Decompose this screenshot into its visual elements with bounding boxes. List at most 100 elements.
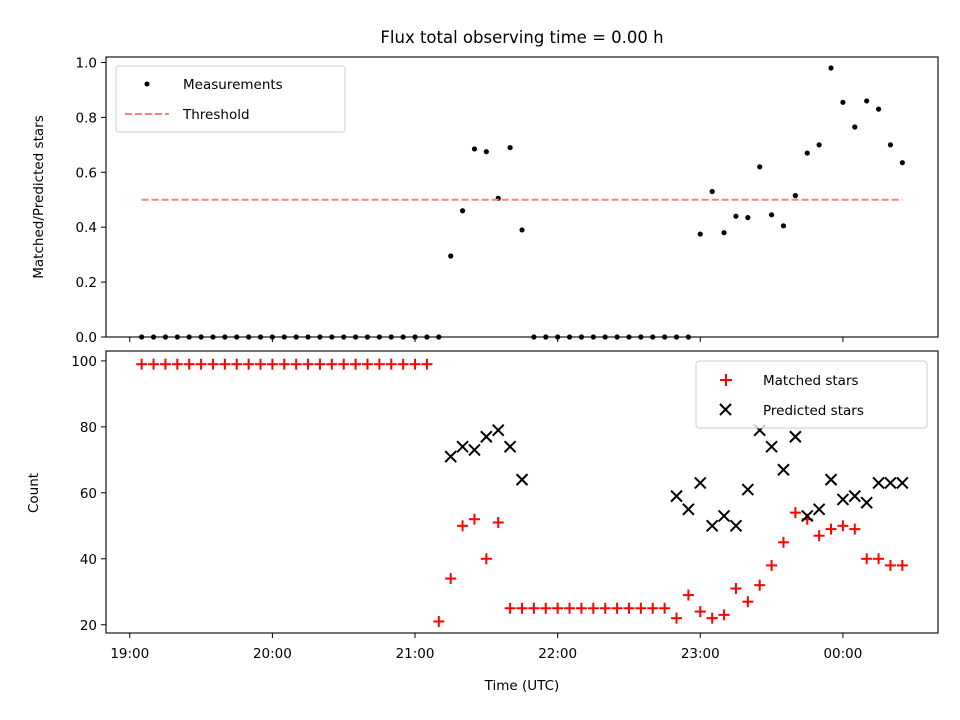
measurement-point (459, 208, 466, 214)
y-tick-label: 40 (80, 552, 97, 568)
predicted-star-point (682, 503, 695, 516)
matched-star-point (861, 553, 873, 565)
predicted-star-point (729, 519, 743, 533)
measurement-point (733, 213, 739, 219)
predicted-star-point (789, 430, 802, 443)
matched-star-point (718, 609, 730, 621)
measurement-point (483, 149, 489, 155)
matched-star-point (564, 602, 576, 614)
measurement-point (816, 142, 822, 148)
predicted-star-point (896, 476, 909, 490)
matched-star-point (694, 606, 706, 618)
predicted-star-point (705, 519, 719, 533)
predicted-star-point (860, 496, 873, 509)
matched-star-point (480, 553, 492, 565)
matched-star-point (207, 358, 219, 370)
matched-star-point (599, 602, 611, 614)
predicted-star-point (765, 440, 778, 453)
x-tick-label: 20:00 (253, 646, 292, 662)
measurement-point (780, 223, 787, 229)
top-y-ticks: 0.0 0.2 0.4 0.6 0.8 1.0 (76, 55, 106, 346)
matched-star-point (873, 553, 885, 565)
measurement-point (697, 231, 703, 237)
matched-star-point (635, 602, 647, 614)
bottom-y-ticks: 20 40 60 80 100 (71, 354, 106, 634)
matched-star-point (159, 358, 171, 370)
measurement-point (899, 160, 905, 166)
predicted-star-point (492, 423, 505, 437)
matched-star-point (528, 602, 540, 614)
bottom-xlabel: Time (UTC) (484, 678, 560, 694)
measurement-point (887, 142, 894, 148)
matched-star-point (445, 573, 457, 585)
matched-star-point (136, 358, 148, 370)
matched-star-point (171, 358, 183, 370)
predicted-star-point (444, 450, 457, 463)
y-tick-label: 0.6 (76, 165, 97, 181)
matched-star-point (409, 358, 421, 370)
matched-star-point (255, 358, 267, 370)
matched-star-point (516, 602, 528, 614)
predicted-star-point (884, 476, 897, 490)
predicted-star-point (801, 509, 814, 523)
y-tick-label: 80 (80, 420, 97, 436)
matched-star-point (266, 358, 278, 370)
y-tick-label: 100 (71, 354, 97, 370)
measurement-point (721, 230, 727, 236)
matched-star-point (314, 358, 326, 370)
measurement-point (852, 124, 858, 130)
matched-star-point (195, 358, 207, 370)
matched-star-point (611, 602, 623, 614)
top-axes-frame (105, 56, 939, 338)
matched-star-point (896, 559, 908, 571)
top-legend-box (115, 65, 346, 133)
predicted-star-point (515, 473, 529, 486)
y-tick-label: 0.4 (76, 220, 97, 236)
matched-star-point (326, 358, 338, 370)
matched-star-point (457, 520, 469, 532)
matched-star-point (587, 602, 599, 614)
bottom-axes-frame (105, 350, 939, 634)
matched-star-point (421, 358, 433, 370)
matched-star-point (183, 358, 195, 370)
matched-star-point (231, 358, 243, 370)
measurement-point (769, 212, 775, 218)
matched-star-point (682, 589, 694, 601)
matched-star-point (492, 517, 504, 529)
x-tick-label: 21:00 (396, 646, 435, 662)
measurement-point (519, 227, 525, 233)
matched-star-point (540, 602, 552, 614)
bottom-legend: Matched stars Predicted stars (695, 360, 928, 429)
predicted-star-point (456, 440, 469, 453)
x-tick-label: 22:00 (538, 646, 577, 662)
predicted-star-point (824, 473, 838, 486)
matched-star-point (730, 582, 742, 594)
predicted-star-point (741, 483, 755, 496)
matched-star-point (385, 358, 397, 370)
measurement-point (804, 150, 810, 156)
top-x-ticks (129, 337, 844, 342)
predicted-star-point (694, 476, 707, 490)
figure-title: Flux total observing time = 0.00 h (380, 28, 663, 47)
predicted-star-point (670, 489, 683, 503)
matched-star-point (766, 559, 778, 571)
x-tick-label: 00:00 (823, 646, 862, 662)
bottom-marks (136, 358, 909, 627)
top-panel: 0.0 0.2 0.4 0.6 0.8 1.0 Matched/Predicted sta… (31, 55, 939, 346)
predicted-star-point (812, 503, 826, 516)
measurement-point (828, 65, 834, 71)
predicted-star-point (480, 430, 493, 443)
measurement-point (745, 214, 751, 221)
top-legend: Measurements Threshold (115, 65, 346, 133)
y-tick-label: 60 (80, 486, 97, 502)
y-tick-label: 0.8 (76, 110, 97, 126)
measurement-point (864, 98, 870, 104)
legend-measurements-marker (144, 81, 150, 87)
bottom-panel: 20 40 60 80 100 19:00 20:00 21:00 22:00 23:00 00:… (26, 350, 939, 694)
y-tick-label: 20 (80, 618, 97, 634)
legend-matched-marker (720, 374, 732, 386)
matched-star-point (813, 530, 825, 542)
matched-star-point (219, 358, 231, 370)
matched-star-point (361, 358, 373, 370)
